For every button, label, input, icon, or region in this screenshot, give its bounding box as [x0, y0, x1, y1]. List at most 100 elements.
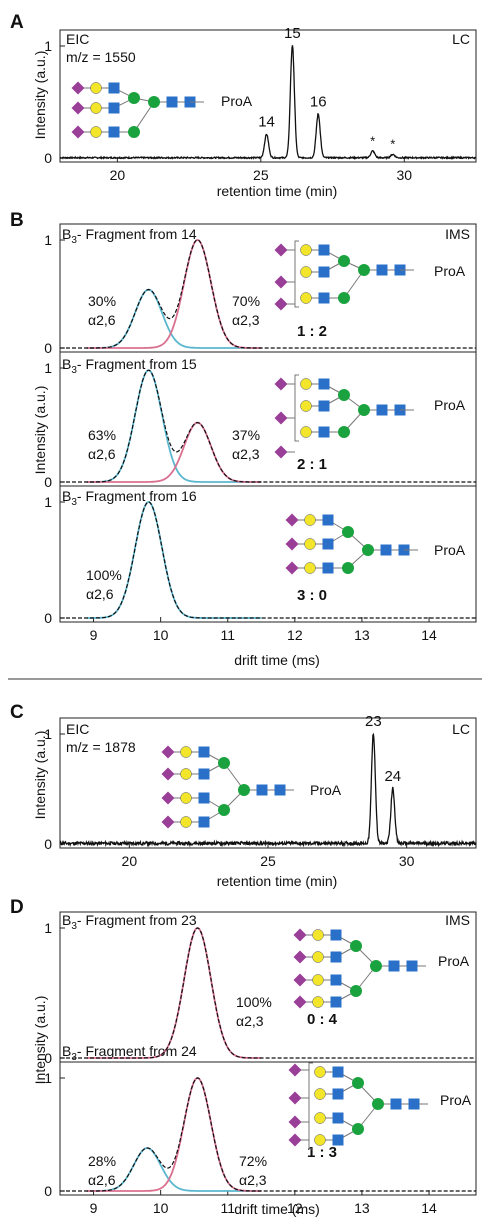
x-tick-label-B16-14: 14	[421, 627, 437, 643]
galactose-icon	[180, 792, 192, 804]
alpha-14-a26: α2,6	[88, 312, 116, 328]
pct-24-a23: 72%	[239, 1153, 267, 1169]
x-tick-label-A-25: 25	[253, 167, 269, 183]
x-tick-label-B16-10: 10	[153, 627, 169, 643]
mannose-icon	[352, 1077, 364, 1089]
galactose-icon	[314, 1112, 326, 1124]
x-tick-label-D24-14: 14	[421, 1200, 437, 1216]
galactose-icon	[304, 562, 316, 574]
measured-trace-D24	[60, 1077, 476, 1192]
sialic-acid-icon	[285, 537, 299, 551]
glcnac-icon	[332, 1066, 344, 1078]
glcnac-icon	[318, 266, 330, 278]
galactose-icon	[300, 266, 312, 278]
galactose-icon	[300, 426, 312, 438]
mannose-icon	[128, 92, 140, 104]
y-tick-label-B14-1: 1	[44, 232, 52, 248]
glcnac-icon	[406, 960, 418, 972]
galactose-icon	[300, 292, 312, 304]
panel-label-d: D	[10, 897, 24, 918]
galactose-icon	[304, 514, 316, 526]
galactose-icon	[180, 768, 192, 780]
sialic-acid-icon	[293, 973, 307, 987]
x-tick-label-A-20: 20	[110, 167, 126, 183]
peak-label-A-1: 15	[284, 25, 301, 42]
fragment-title-16: B3- Fragment from 16	[62, 488, 197, 508]
glcnac-icon	[330, 929, 342, 941]
glcnac-icon	[274, 784, 286, 796]
glcnac-icon	[322, 538, 334, 550]
sialic-acid-icon	[293, 928, 307, 942]
plot-frame-C	[59, 717, 477, 849]
svg-text:B3- Fragment from 15: B3- Fragment from 15	[62, 356, 197, 376]
x-tick-label-C-25: 25	[260, 853, 276, 869]
galactose-icon	[314, 1134, 326, 1146]
glcnac-icon	[198, 816, 210, 828]
glcnac-icon	[330, 996, 342, 1008]
svg-text:B3- Fragment from 24: B3- Fragment from 24	[62, 1043, 197, 1063]
glcnac-icon	[318, 426, 330, 438]
mannose-icon	[362, 544, 374, 556]
sialic-acid-icon	[274, 377, 288, 391]
y-tick-label-B16-1: 1	[44, 494, 52, 510]
measured-trace-B16	[60, 501, 476, 619]
fragment-title-14: B3- Fragment from 14	[62, 226, 197, 246]
sialic-acid-icon	[71, 125, 85, 139]
mannose-icon	[218, 804, 230, 816]
galactose-icon	[312, 929, 324, 941]
mz-label-c: m/z = 1878	[66, 739, 136, 755]
proa-label-14: ProA	[434, 263, 466, 279]
bracket-line	[294, 240, 299, 308]
eic-label-a: EIC	[66, 31, 89, 47]
galactose-icon	[180, 816, 192, 828]
glcnac-icon	[332, 1088, 344, 1100]
mannose-icon	[148, 96, 160, 108]
glcnac-icon	[318, 292, 330, 304]
glcnac-icon	[108, 102, 120, 114]
sialic-acid-icon	[288, 1063, 302, 1077]
sialic-acid-icon	[288, 1133, 302, 1147]
ratio-23: 0 : 4	[307, 1011, 338, 1028]
glcnac-icon	[332, 1112, 344, 1124]
mannose-icon	[338, 426, 350, 438]
y-tick-label-D23-1: 1	[44, 920, 52, 936]
mannose-icon	[128, 126, 140, 138]
sialic-acid-icon	[293, 995, 307, 1009]
y-axis-label-c: Intensity (a.u.)	[32, 731, 48, 820]
x-tick-label-D24-10: 10	[153, 1200, 169, 1216]
y-tick-label-D23-0: 0	[44, 1050, 52, 1066]
sialic-acid-icon	[293, 950, 307, 964]
proa-label-24: ProA	[440, 1092, 472, 1108]
y-tick-label-D24-1: 1	[44, 1070, 52, 1086]
pct-14-a23: 70%	[232, 293, 260, 309]
galactose-icon	[304, 538, 316, 550]
bracket-line	[308, 1062, 313, 1150]
y-tick-label-B14-0: 0	[44, 340, 52, 356]
peak-label-C-0: 23	[365, 713, 382, 730]
mannose-icon	[342, 562, 354, 574]
glcnac-icon	[108, 82, 120, 94]
y-axis-label-a: Intensity (a.u.)	[32, 51, 48, 140]
proa-label-15: ProA	[434, 397, 466, 413]
glcnac-icon	[380, 544, 392, 556]
sialic-acid-icon	[161, 791, 175, 805]
sialic-acid-icon	[161, 815, 175, 829]
peak-label-A-4: *	[390, 137, 395, 152]
glcnac-icon	[388, 960, 400, 972]
galactose-icon	[300, 400, 312, 412]
ims-label-b: IMS	[445, 226, 470, 242]
lc-trace-C	[59, 732, 477, 848]
glcnac-icon	[166, 96, 178, 108]
glcnac-icon	[330, 951, 342, 963]
sialic-acid-icon	[274, 445, 288, 459]
sialic-acid-icon	[274, 275, 288, 289]
x-tick-label-D24-12: 12	[287, 1200, 303, 1216]
galactose-icon	[314, 1066, 326, 1078]
mannose-icon	[342, 526, 354, 538]
mannose-icon	[218, 757, 230, 769]
svg-text:B3- Fragment from 23: B3- Fragment from 23	[62, 912, 197, 932]
y-tick-label-D24-0: 0	[44, 1183, 52, 1199]
glcnac-icon	[376, 264, 388, 276]
alpha-24-a23: α2,3	[239, 1172, 267, 1188]
proa-label-a: ProA	[221, 93, 253, 109]
